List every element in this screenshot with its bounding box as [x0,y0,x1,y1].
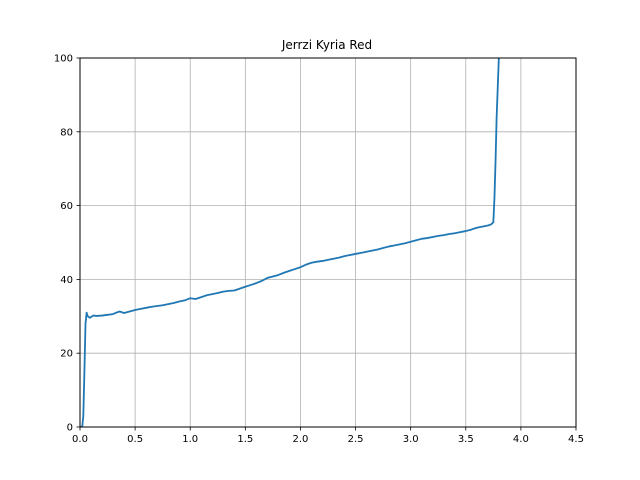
axes-frame [79,57,577,428]
x-tick-label: 0.5 [127,434,143,445]
y-tick-label: 60 [60,201,73,212]
x-tick-label: 0.0 [72,434,88,445]
plot-area [80,58,576,427]
series-layer [80,58,500,427]
y-tick-label: 100 [54,54,73,65]
x-axis: 0.0 0.5 1.0 1.5 2.0 2.5 3.0 3.5 4.0 4.5 [72,427,584,445]
x-tick-label: 3.0 [403,434,419,445]
y-tick-label: 80 [60,127,73,138]
series-line-0 [80,58,500,427]
x-tick-label: 3.5 [458,434,474,445]
y-axis: 0 20 40 60 80 100 [54,54,80,434]
x-tick-label: 4.5 [568,434,584,445]
x-tick-label: 2.5 [348,434,364,445]
x-tick-label: 2.0 [292,434,308,445]
x-tick-label: 4.0 [513,434,529,445]
y-tick-label: 20 [60,349,73,360]
x-tick-label: 1.0 [182,434,198,445]
y-tick-label: 40 [60,275,73,286]
chart-title: Jerrzi Kyria Red [281,38,372,52]
y-tick-label: 0 [67,423,73,434]
x-tick-label: 1.5 [237,434,253,445]
